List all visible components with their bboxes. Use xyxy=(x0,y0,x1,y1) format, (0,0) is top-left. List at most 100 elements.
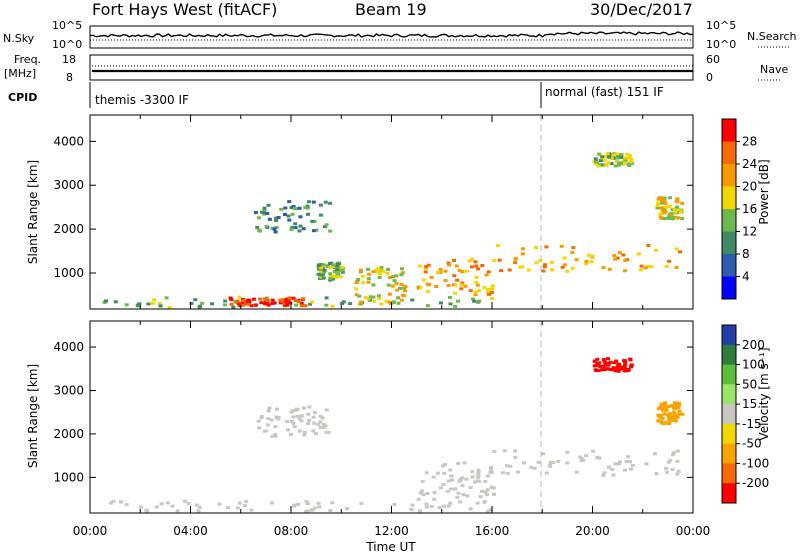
echo-cell xyxy=(144,508,149,512)
echo-cell xyxy=(341,300,346,304)
echo-cell xyxy=(287,218,292,222)
echo-cell xyxy=(182,499,187,503)
velocity-x-ticks xyxy=(89,321,694,513)
echo-cell xyxy=(643,266,648,270)
echo-cell xyxy=(460,476,465,480)
echo-cell xyxy=(329,275,333,279)
echo-cell xyxy=(228,296,233,300)
echo-cell xyxy=(256,228,261,232)
echo-cell xyxy=(513,449,517,453)
echo-cell xyxy=(482,500,487,503)
echo-cell xyxy=(276,216,281,219)
echo-cell xyxy=(245,299,250,303)
echo-cell xyxy=(265,423,270,427)
echo-cell xyxy=(210,302,215,306)
echo-cell xyxy=(605,361,610,365)
echo-cell xyxy=(613,164,618,168)
echo-cell xyxy=(306,200,311,204)
echo-cell xyxy=(262,297,267,301)
echo-cell xyxy=(645,264,650,268)
echo-cell xyxy=(673,415,678,418)
echo-cell xyxy=(283,303,288,307)
echo-cell xyxy=(223,299,228,303)
echo-cell xyxy=(526,268,531,272)
echo-cell xyxy=(146,302,151,306)
echo-cell xyxy=(196,509,201,513)
echo-cell xyxy=(663,201,668,205)
echo-cell xyxy=(392,279,397,283)
echo-cell xyxy=(356,278,361,281)
echo-cell xyxy=(297,206,302,210)
echo-cell xyxy=(331,263,336,267)
echo-cell xyxy=(403,289,407,293)
colorbar-tick-label: 50 xyxy=(742,377,757,391)
echo-cell xyxy=(610,468,615,471)
echo-cell xyxy=(670,217,675,221)
echo-cell xyxy=(464,269,469,273)
echo-cell xyxy=(595,455,600,459)
echo-cell xyxy=(313,432,318,435)
echo-cell xyxy=(614,359,618,363)
echo-cell xyxy=(534,246,539,249)
echo-cell xyxy=(318,203,323,207)
echo-cell xyxy=(270,501,274,505)
echo-cell xyxy=(386,283,391,287)
echo-cell xyxy=(677,412,682,416)
echo-cell xyxy=(332,270,337,273)
echo-cell xyxy=(442,471,447,475)
echo-cell xyxy=(500,471,505,475)
echo-cell xyxy=(618,162,623,166)
echo-cell xyxy=(306,422,311,425)
echo-cell xyxy=(613,462,618,466)
echo-cell xyxy=(217,502,222,506)
echo-cell xyxy=(505,471,510,475)
echo-cell xyxy=(497,258,502,262)
y-tick-label: 2000 xyxy=(53,222,84,236)
echo-cell xyxy=(283,206,288,210)
echo-cell xyxy=(470,265,474,269)
echo-cell xyxy=(486,287,490,291)
echo-cell xyxy=(570,266,575,270)
echo-cell xyxy=(124,303,129,307)
colorbar-tick-label: 28 xyxy=(742,135,757,149)
echo-cell xyxy=(625,153,630,156)
nsky-line xyxy=(89,31,694,38)
y-tick-label: 3000 xyxy=(53,178,84,192)
echo-cell xyxy=(299,419,304,423)
echo-cell xyxy=(476,468,481,472)
echo-cell xyxy=(655,206,660,210)
echo-cell xyxy=(614,160,619,163)
echo-cell xyxy=(287,296,292,300)
echo-cell xyxy=(614,366,619,370)
echo-cell xyxy=(596,369,601,373)
echo-cell xyxy=(328,277,333,280)
echo-cell xyxy=(175,509,180,513)
echo-cell xyxy=(586,253,591,257)
colorbar-tick-label: 12 xyxy=(742,225,757,239)
echo-cell xyxy=(664,264,669,268)
echo-cell xyxy=(307,405,312,409)
echo-cell xyxy=(388,276,392,279)
echo-cell xyxy=(318,273,323,277)
echo-cell xyxy=(600,155,605,159)
echo-cell xyxy=(273,434,278,438)
echo-cell xyxy=(306,212,310,216)
echo-cell xyxy=(659,198,664,202)
echo-cell xyxy=(154,505,159,509)
nsearch-tick-top: 10^5 xyxy=(706,19,736,32)
echo-cell xyxy=(432,497,437,501)
echo-cell xyxy=(565,269,570,273)
colorbar-frame xyxy=(721,324,737,504)
echo-cell xyxy=(310,300,314,304)
echo-cell xyxy=(262,206,267,210)
echo-cell xyxy=(655,204,660,208)
echo-cell xyxy=(425,304,430,308)
echo-cell xyxy=(659,413,663,417)
echo-cell xyxy=(618,366,622,370)
power-y-ticks: 1000 2000 3000 4000 xyxy=(53,134,693,280)
echo-cell xyxy=(672,410,677,414)
echo-cell xyxy=(456,491,461,495)
echo-cell xyxy=(299,301,304,305)
echo-cell xyxy=(300,414,305,418)
